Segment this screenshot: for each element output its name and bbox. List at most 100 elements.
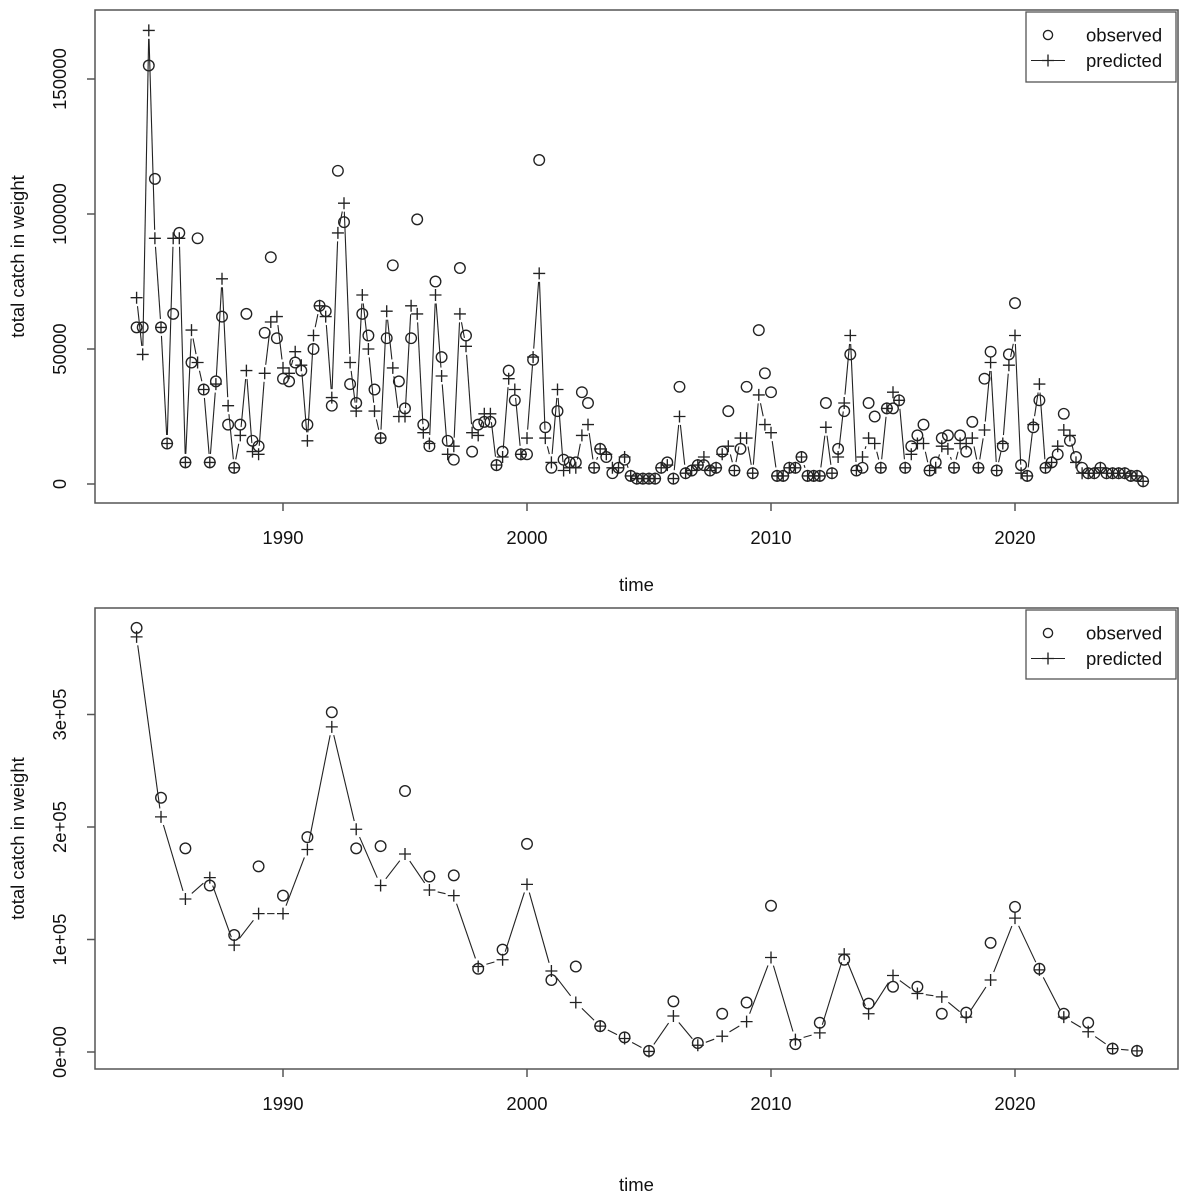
predicted-point	[813, 469, 826, 482]
predicted-point	[447, 889, 460, 902]
predicted-point	[216, 272, 228, 285]
predicted-point	[130, 630, 143, 643]
observed-point	[191, 232, 204, 245]
observed-point	[350, 842, 363, 855]
line-segment	[191, 882, 204, 894]
predicted-point	[374, 879, 387, 892]
observed-point	[429, 275, 442, 288]
line-segment	[949, 456, 952, 460]
line-segment	[456, 903, 476, 959]
predicted-point	[710, 461, 723, 474]
line-segment	[679, 424, 686, 465]
predicted-point	[856, 451, 869, 463]
predicted-point	[331, 226, 344, 239]
line-segment	[729, 454, 733, 463]
line-segment	[453, 322, 461, 438]
observed-point	[569, 960, 582, 973]
y-tick-label: 0e+00	[49, 1026, 70, 1078]
observed-point	[472, 418, 485, 431]
observed-point	[277, 372, 289, 385]
observed-point	[533, 154, 546, 166]
line-segment	[729, 1025, 740, 1033]
predicted-point	[356, 289, 369, 301]
observed-point	[374, 840, 387, 853]
observed-point	[356, 307, 369, 320]
y-tick-label: 0	[49, 479, 70, 489]
predicted-point	[258, 367, 271, 380]
line-segment	[771, 441, 777, 468]
observed-point	[667, 995, 680, 1008]
line-segment	[955, 451, 959, 460]
x-tick-label: 2010	[750, 527, 791, 548]
line-segment	[362, 303, 368, 341]
observed-point	[234, 418, 247, 431]
legend-label: observed	[1086, 623, 1162, 644]
predicted-point	[716, 448, 729, 461]
line-segment	[607, 1029, 618, 1036]
line-segment	[246, 379, 253, 444]
line-segment	[678, 1022, 693, 1040]
observed-point	[423, 870, 436, 883]
predicted-point	[594, 442, 607, 455]
observed-point	[935, 1007, 948, 1020]
predicted-point	[301, 434, 314, 447]
line-segment	[990, 370, 997, 463]
line-segment	[301, 373, 308, 433]
observed-point	[148, 172, 161, 185]
observed-point	[551, 405, 564, 418]
legend-box	[1025, 11, 1177, 83]
x-tick-label: 2000	[506, 527, 547, 548]
line-segment	[387, 319, 393, 360]
predicted-point	[789, 1033, 802, 1046]
line-segment	[551, 397, 558, 454]
predicted-point	[972, 461, 985, 474]
predicted-point	[502, 372, 515, 385]
predicted-point	[844, 329, 857, 342]
observed-point	[984, 345, 997, 358]
line-segment	[1039, 392, 1046, 460]
predicted-point	[887, 969, 899, 982]
predicted-point	[691, 459, 704, 472]
predicted-point	[740, 1015, 753, 1028]
line-segment	[136, 306, 143, 347]
predicted-point	[984, 974, 997, 986]
predicted-point	[539, 432, 552, 445]
predicted-point	[1045, 456, 1058, 469]
predicted-point	[667, 472, 680, 485]
predicted-point	[386, 361, 399, 374]
line-segment	[409, 860, 426, 884]
predicted-point	[966, 432, 979, 445]
x-tick-label: 2020	[994, 527, 1035, 548]
predicted-point	[1009, 912, 1021, 925]
x-tick-label: 1990	[262, 527, 303, 548]
line-segment	[437, 891, 446, 895]
predicted-point	[899, 461, 912, 474]
observed-point	[167, 307, 180, 320]
predicted-point	[472, 429, 485, 442]
predicted-point	[1094, 461, 1107, 474]
observed-point	[917, 418, 930, 431]
predicted-point	[643, 1045, 655, 1058]
line-segment	[527, 365, 534, 430]
line-segment	[343, 211, 351, 355]
line-segment	[215, 287, 223, 376]
predicted-point	[740, 432, 753, 445]
observed-point	[386, 259, 399, 272]
legend: observed predicted	[1025, 609, 1177, 680]
observed-point	[856, 461, 869, 474]
line-segment	[1070, 1021, 1082, 1028]
predicted-point	[307, 329, 320, 342]
observed-point	[362, 329, 375, 342]
predicted-point	[551, 383, 564, 396]
predicted-point	[496, 953, 509, 966]
predicted-point	[362, 343, 375, 355]
predicted-point	[521, 878, 533, 891]
observed-point	[325, 706, 338, 719]
predicted-point	[685, 464, 698, 477]
observed-points	[130, 621, 1143, 1057]
line-segment	[846, 961, 866, 1007]
line-segment	[331, 241, 339, 390]
predicted-point	[399, 848, 411, 860]
line-segment	[979, 438, 984, 460]
line-segment	[238, 920, 254, 939]
